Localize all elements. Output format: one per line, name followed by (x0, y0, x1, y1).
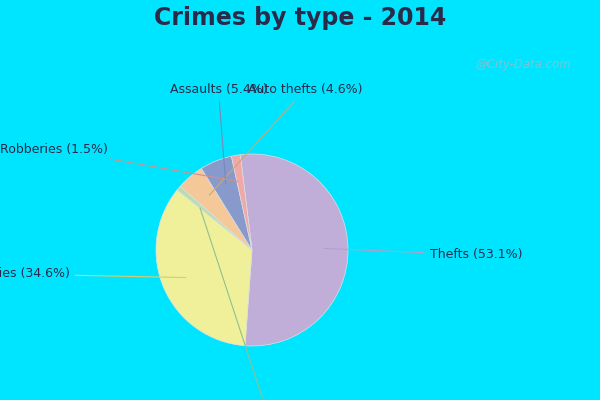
Text: Arson (0.8%): Arson (0.8%) (200, 208, 307, 400)
Text: Thefts (53.1%): Thefts (53.1%) (324, 248, 522, 261)
Wedge shape (177, 186, 252, 250)
Text: Robberies (1.5%): Robberies (1.5%) (0, 143, 238, 181)
Wedge shape (202, 156, 252, 250)
Text: Burglaries (34.6%): Burglaries (34.6%) (0, 268, 186, 280)
Wedge shape (156, 190, 252, 346)
Text: Crimes by type - 2014: Crimes by type - 2014 (154, 6, 446, 30)
Wedge shape (241, 154, 348, 346)
Text: @City-Data.com: @City-Data.com (475, 58, 571, 70)
Wedge shape (180, 168, 252, 250)
Wedge shape (232, 155, 252, 250)
Text: Assaults (5.4%): Assaults (5.4%) (170, 83, 267, 183)
Text: Auto thefts (4.6%): Auto thefts (4.6%) (209, 83, 362, 195)
